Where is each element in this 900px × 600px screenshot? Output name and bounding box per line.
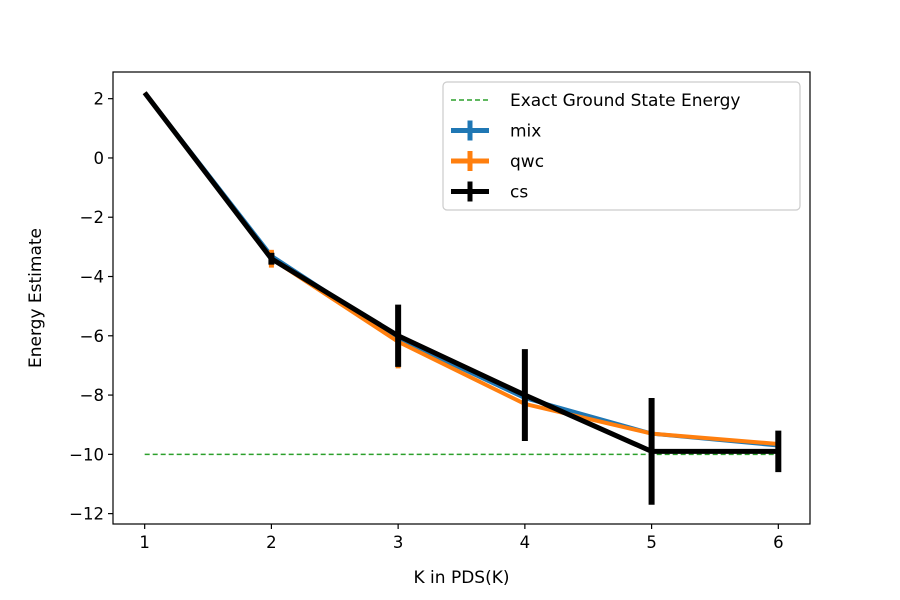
x-tick-label: 1 (139, 533, 150, 552)
y-tick-label: −6 (80, 327, 104, 346)
y-tick-label: −2 (80, 208, 104, 227)
legend-label-exact-ground-state-energy: Exact Ground State Energy (510, 91, 741, 111)
x-tick-label: 2 (266, 533, 277, 552)
plot-area (142, 91, 782, 505)
y-tick-label: 0 (94, 149, 105, 168)
y-tick-label: −10 (69, 445, 104, 464)
legend-label-qwc: qwc (510, 152, 544, 172)
legend-label-cs: cs (510, 183, 528, 203)
legend-label-mix: mix (510, 122, 541, 142)
y-tick-label: −4 (80, 268, 104, 287)
axes: 1 2 3 4 5 6 2 0 −2 −4 −6 −8 −10 −12 (69, 71, 811, 552)
cs-line (142, 91, 779, 454)
y-tick-label: −12 (69, 505, 104, 524)
x-axis-title: K in PDS(K) (414, 568, 510, 588)
x-tick-label: 4 (520, 533, 531, 552)
legend: Exact Ground State Energy mix qwc cs (442, 81, 801, 211)
x-tick-label: 5 (646, 533, 657, 552)
y-axis-title: Energy Estimate (26, 228, 46, 368)
axes-frame (112, 71, 811, 525)
y-tick-label: −8 (80, 386, 104, 405)
y-tick-label: 2 (94, 90, 105, 109)
series-cs (142, 91, 782, 505)
x-tick-label: 6 (773, 533, 784, 552)
x-tick-label: 3 (393, 533, 404, 552)
legend-box (442, 81, 801, 211)
